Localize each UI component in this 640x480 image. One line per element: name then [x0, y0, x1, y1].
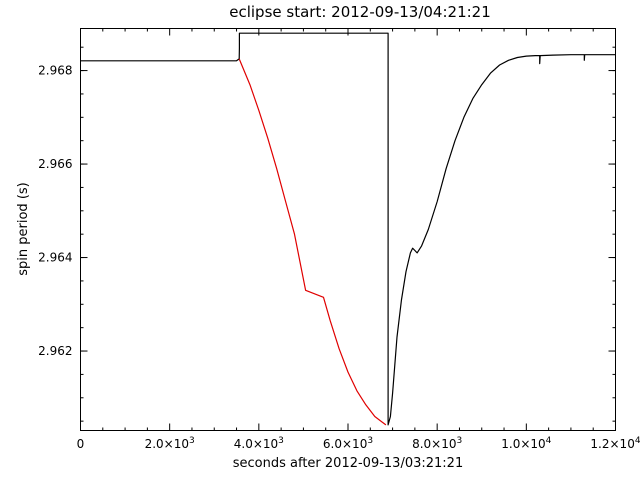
- x-tick-labels: 0 2.0×103 4.0×103 6.0×103 8.0×103 1.0×104 1.2×…: [77, 436, 640, 451]
- x-tick-label: 4.0×103: [234, 436, 284, 451]
- x-tick-label: 6.0×103: [323, 436, 373, 451]
- series-line-2: [238, 58, 387, 426]
- y-tick-label: 2.968: [38, 64, 72, 78]
- x-tick-label: 0: [77, 437, 85, 451]
- y-tick-label: 2.962: [38, 344, 72, 358]
- series-lines: [80, 32, 616, 426]
- y-tick-labels: 2.962 2.964 2.966 2.968: [38, 64, 72, 358]
- y-tick-label: 2.966: [38, 157, 72, 171]
- x-tick-label: 1.0×104: [501, 436, 551, 451]
- x-axis-label: seconds after 2012-09-13/03:21:21: [233, 456, 463, 471]
- x-tick-label: 2.0×103: [145, 436, 195, 451]
- y-axis-label: spin period (s): [16, 182, 31, 275]
- series-line-1: [80, 32, 616, 426]
- axis-ticks: [80, 28, 616, 431]
- y-tick-label: 2.964: [38, 251, 72, 265]
- plot-frame: [80, 28, 616, 431]
- x-tick-label: 8.0×103: [412, 436, 462, 451]
- x-tick-label: 1.2×104: [590, 436, 640, 451]
- chart-title: eclipse start: 2012-09-13/04:21:21: [229, 3, 491, 21]
